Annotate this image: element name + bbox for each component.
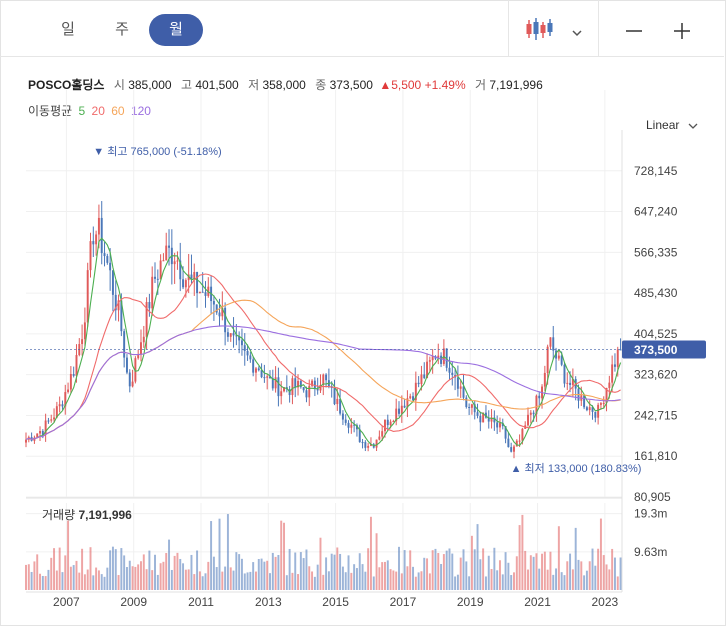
toolbar-divider (508, 0, 509, 56)
change-percent: +1.49% (424, 78, 466, 92)
scale-selector[interactable]: Linear (646, 118, 699, 132)
close-value: 373,500 (329, 78, 373, 92)
low-value: 358,000 (262, 78, 306, 92)
low-label: 저 (248, 78, 260, 92)
volume-panel-value: 7,191,996 (78, 508, 132, 522)
ma-5: 5 (78, 104, 86, 118)
chevron-down-icon[interactable] (570, 20, 584, 46)
toolbar-divider (598, 0, 599, 56)
stock-name: POSCO홀딩스 (28, 78, 105, 92)
tab-day[interactable]: 일 (61, 21, 75, 38)
price-info: POSCO홀딩스 시 385,000 고 401,500 저 358,000 종… (28, 76, 543, 93)
plus-icon[interactable] (672, 18, 692, 44)
toolbar: 일 주 월 (0, 0, 724, 57)
tab-month[interactable]: 월 (149, 14, 203, 46)
open-label: 시 (113, 78, 125, 92)
ma-20: 20 (91, 104, 105, 118)
ma-60: 60 (111, 104, 125, 118)
change-value: 5,500 (391, 78, 422, 92)
ma-120: 120 (130, 104, 151, 118)
change-arrow: ▲ (379, 78, 392, 92)
tab-week[interactable]: 주 (115, 21, 129, 38)
volume-value: 7,191,996 (489, 78, 543, 92)
candlestick-icon[interactable] (524, 16, 554, 42)
volume-panel-title: 거래량 (42, 508, 76, 522)
scale-label: Linear (646, 118, 680, 132)
moving-average-legend: 이동평균 5 20 60 120 (28, 102, 151, 119)
volume-panel-label: 거래량 7,191,996 (42, 506, 132, 523)
close-label: 종 (315, 78, 327, 92)
chevron-down-icon (688, 123, 698, 129)
ma-label: 이동평균 (28, 104, 73, 118)
minus-icon[interactable] (624, 18, 644, 44)
volume-label: 거 (474, 78, 487, 92)
high-label: 고 (180, 78, 192, 92)
high-value: 401,500 (195, 78, 239, 92)
open-value: 385,000 (128, 78, 172, 92)
